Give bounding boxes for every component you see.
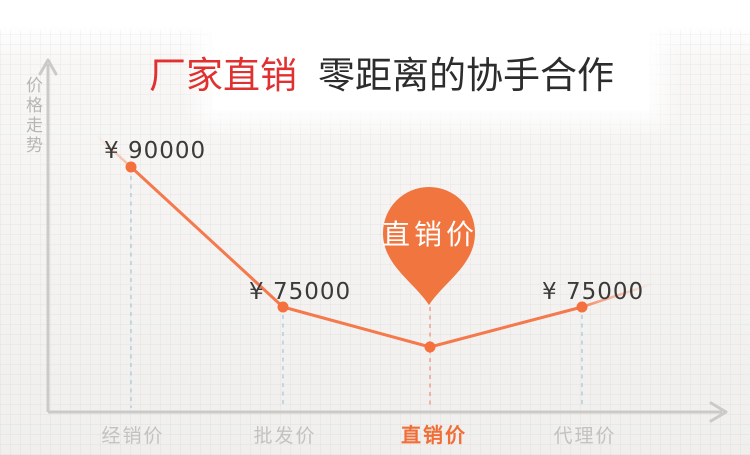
x-tick-wholesale: 批发价 bbox=[253, 425, 317, 447]
trend-line bbox=[129, 165, 584, 349]
title-highlight: 厂家直销 bbox=[149, 54, 297, 97]
x-tick-direct: 直销价 bbox=[401, 423, 467, 447]
point-dealer bbox=[125, 161, 137, 173]
page-title: 厂家直销 零距离的协手合作 bbox=[149, 54, 614, 98]
x-tick-dealer: 经销价 bbox=[101, 425, 165, 447]
price-label-wholesale: ¥ 75000 bbox=[249, 279, 352, 305]
x-axis-arrow-icon bbox=[709, 401, 728, 423]
point-agent bbox=[576, 301, 588, 313]
point-wholesale bbox=[277, 301, 289, 313]
trend-line-fade-left bbox=[95, 134, 132, 168]
trend-line-fade-right bbox=[581, 282, 653, 309]
y-axis-label: 价格走势 bbox=[22, 76, 42, 156]
y-axis-arrow-icon bbox=[38, 58, 58, 76]
pin-label: 直销价 bbox=[381, 218, 479, 251]
title-subtitle: 零距离的协手合作 bbox=[318, 54, 614, 97]
title-background-box bbox=[213, 34, 649, 110]
x-tick-agent: 代理价 bbox=[553, 425, 617, 447]
price-label-dealer: ¥ 90000 bbox=[104, 138, 207, 164]
price-label-agent: ¥ 75000 bbox=[542, 279, 645, 305]
direct-price-pin-icon bbox=[383, 187, 475, 305]
point-direct bbox=[424, 341, 436, 353]
